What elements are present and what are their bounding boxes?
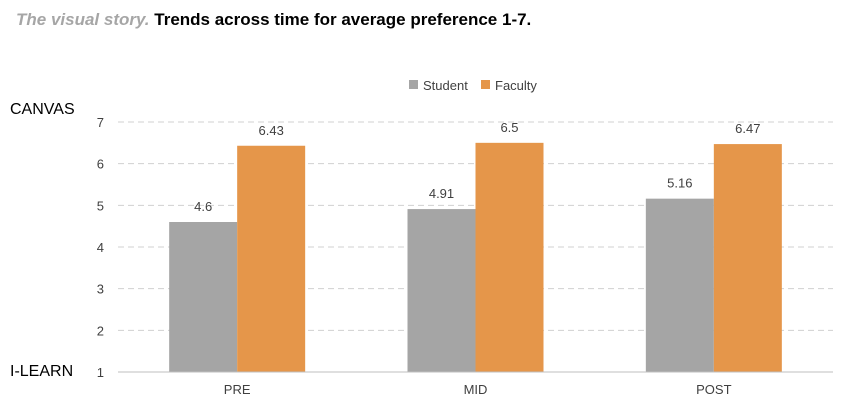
data-label: 5.16 bbox=[667, 176, 692, 191]
canvas-label: CANVAS bbox=[10, 101, 75, 118]
data-label: 6.43 bbox=[259, 123, 284, 138]
x-tick-label: PRE bbox=[224, 382, 251, 397]
y-tick-label: 2 bbox=[97, 323, 104, 338]
legend-label: Student bbox=[423, 78, 468, 93]
y-tick-label: 4 bbox=[97, 240, 104, 255]
bar-student bbox=[645, 198, 714, 372]
legend-label: Faculty bbox=[495, 78, 537, 93]
bar-student bbox=[407, 209, 476, 372]
y-tick-label: 1 bbox=[97, 365, 104, 380]
y-tick-label: 6 bbox=[97, 157, 104, 172]
data-label: 6.5 bbox=[500, 120, 518, 135]
chart-title: The visual story. Trends across time for… bbox=[16, 10, 531, 30]
bar-faculty bbox=[237, 145, 306, 372]
x-tick-label: POST bbox=[696, 382, 731, 397]
title-lead: The visual story. bbox=[16, 10, 150, 29]
bar-faculty bbox=[475, 142, 544, 372]
data-label: 4.6 bbox=[194, 199, 212, 214]
bar-student bbox=[169, 222, 238, 372]
data-label: 4.91 bbox=[429, 186, 454, 201]
legend-swatch bbox=[409, 80, 418, 89]
y-tick-label: 7 bbox=[97, 115, 104, 130]
x-tick-label: MID bbox=[464, 382, 488, 397]
data-label: 6.47 bbox=[735, 121, 760, 136]
bar-faculty bbox=[713, 144, 782, 372]
y-tick-label: 3 bbox=[97, 282, 104, 297]
title-main: Trends across time for average preferenc… bbox=[154, 10, 532, 29]
y-tick-label: 5 bbox=[97, 198, 104, 213]
ilearn-label: I-LEARN bbox=[10, 363, 74, 380]
legend-swatch bbox=[481, 80, 490, 89]
